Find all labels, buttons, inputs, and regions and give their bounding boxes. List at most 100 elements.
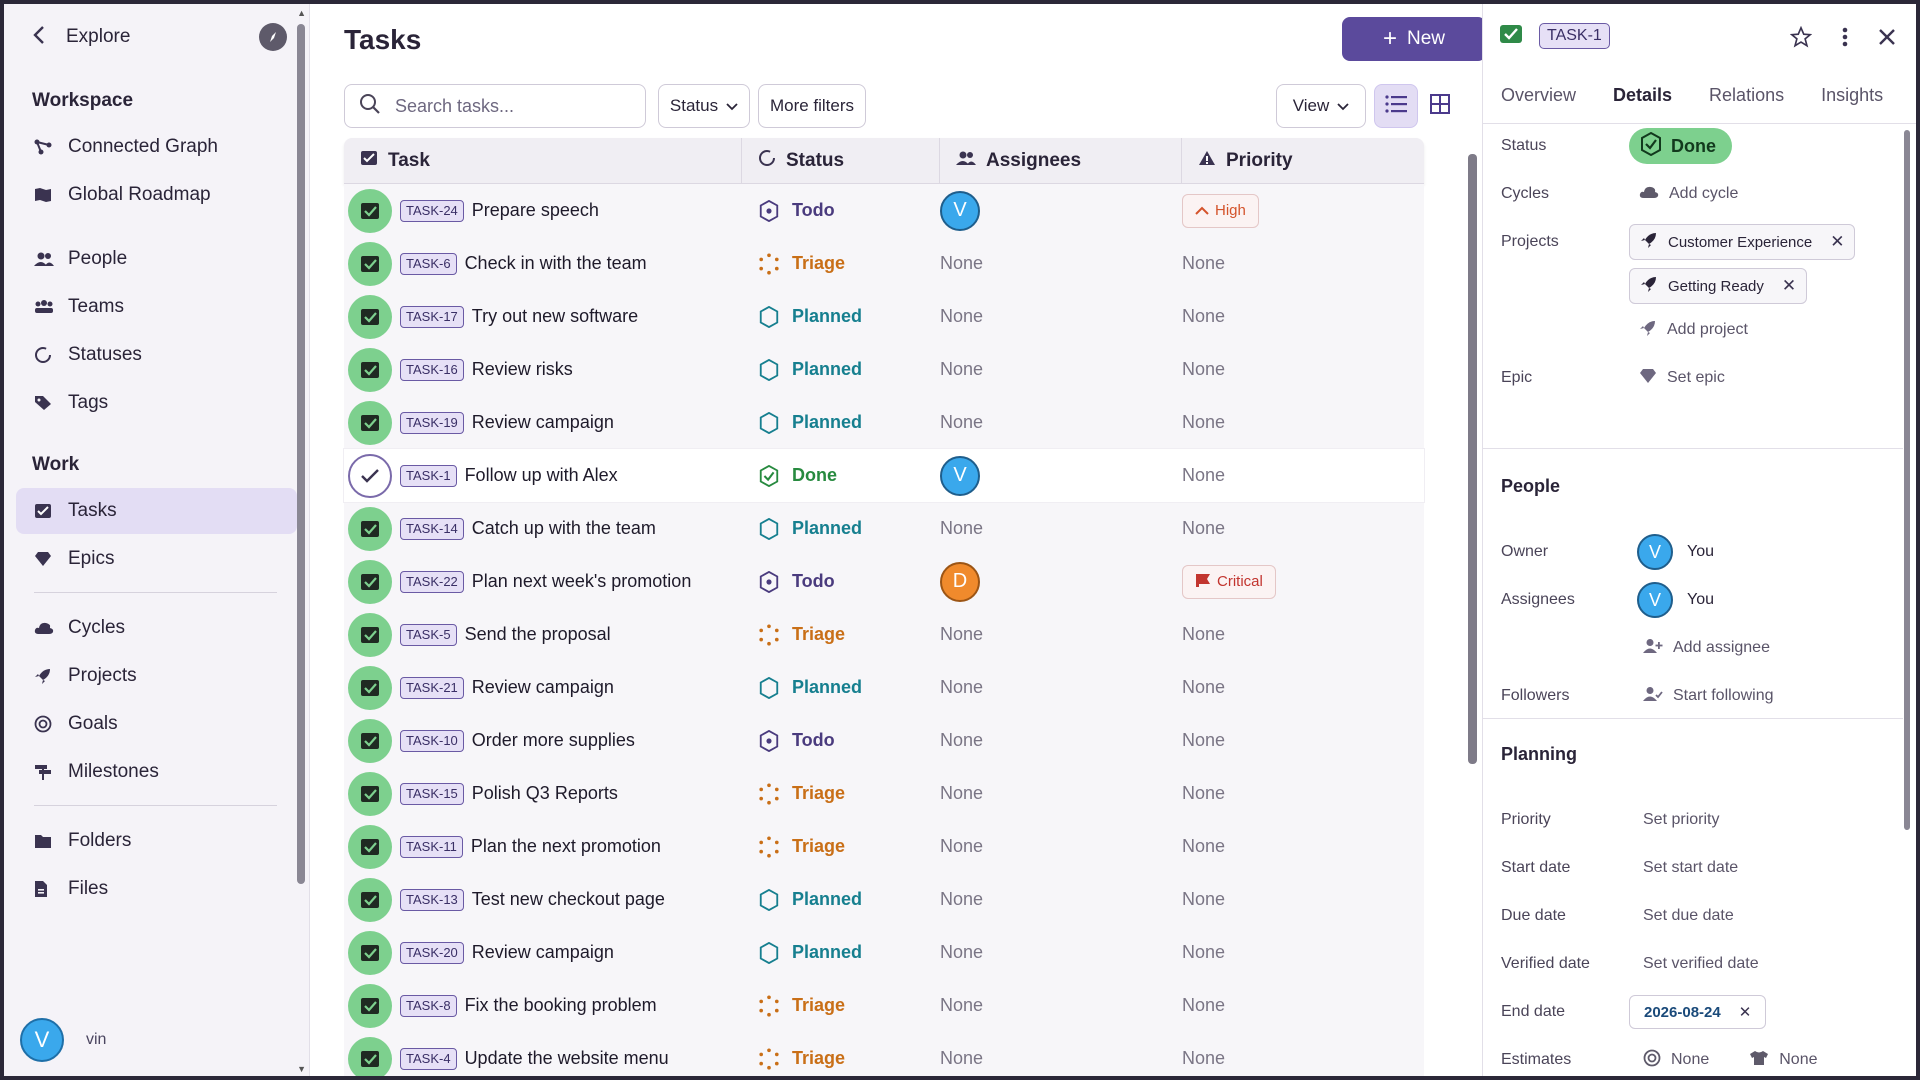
task-name[interactable]: Send the proposal (464, 624, 611, 644)
priority-cell[interactable]: None (1182, 343, 1424, 396)
priority-cell[interactable]: None (1182, 926, 1424, 979)
task-icon[interactable] (348, 347, 392, 392)
remove-icon[interactable]: ✕ (1781, 276, 1797, 295)
assignee-cell[interactable]: V (940, 449, 1182, 502)
status-cell[interactable]: Triage (742, 237, 940, 290)
task-icon[interactable] (348, 983, 392, 1028)
task-name[interactable]: Plan next week's promotion (471, 571, 692, 591)
task-name[interactable]: Order more supplies (471, 730, 635, 750)
assignee-cell[interactable]: None (940, 1032, 1182, 1076)
table-row[interactable]: TASK-15 Polish Q3 Reports Triage None None (344, 767, 1424, 820)
remove-icon[interactable]: ✕ (1738, 1004, 1752, 1021)
table-row[interactable]: TASK-5 Send the proposal Triage None None (344, 608, 1424, 661)
set-priority-button[interactable]: Set priority (1643, 811, 1720, 828)
status-cell[interactable]: Done (742, 449, 940, 502)
priority-cell[interactable]: Critical (1182, 555, 1424, 608)
priority-cell[interactable]: None (1182, 767, 1424, 820)
project-chip[interactable]: Customer Experience ✕ (1629, 224, 1856, 260)
tab-relations[interactable]: Relations (1709, 85, 1785, 105)
task-icon[interactable] (348, 241, 392, 286)
add-cycle-button[interactable]: Add cycle (1629, 185, 1738, 204)
task-name[interactable]: Polish Q3 Reports (471, 783, 618, 803)
task-name[interactable]: Prepare speech (471, 200, 599, 220)
assignee-cell[interactable]: None (940, 608, 1182, 661)
owner-value[interactable]: V You (1629, 534, 1714, 570)
task-name[interactable]: Fix the booking problem (464, 995, 657, 1015)
task-name[interactable]: Follow up with Alex (464, 465, 618, 485)
table-row[interactable]: TASK-21 Review campaign Planned None None (344, 661, 1424, 714)
add-assignee-button[interactable]: Add assignee (1629, 638, 1770, 659)
status-cell[interactable]: Triage (742, 979, 940, 1032)
priority-cell[interactable]: None (1182, 502, 1424, 555)
task-icon[interactable] (348, 612, 392, 657)
status-cell[interactable]: Todo (742, 184, 940, 237)
table-row[interactable]: TASK-13 Test new checkout page Planned None… (344, 873, 1424, 926)
set-epic-button[interactable]: Set epic (1629, 368, 1725, 389)
priority-cell[interactable]: None (1182, 449, 1424, 502)
status-cell[interactable]: Triage (742, 1032, 940, 1076)
sidebar-item-epics[interactable]: Epics (16, 536, 297, 582)
table-row[interactable]: TASK-11 Plan the next promotion Triage None… (344, 820, 1424, 873)
new-task-button[interactable]: + New (1342, 17, 1486, 61)
assignee-cell[interactable]: None (940, 820, 1182, 873)
tab-details[interactable]: Details (1613, 85, 1673, 105)
priority-cell[interactable]: None (1182, 820, 1424, 873)
task-name[interactable]: Plan the next promotion (470, 836, 661, 856)
priority-cell[interactable]: None (1182, 714, 1424, 767)
table-row[interactable]: TASK-22 Plan next week's promotion Todo D Cr… (344, 555, 1424, 608)
task-name[interactable]: Try out new software (471, 306, 639, 326)
task-icon[interactable] (348, 824, 392, 869)
estimate-size[interactable]: None (1709, 1050, 1818, 1071)
status-cell[interactable]: Planned (742, 661, 940, 714)
detail-scrollbar[interactable] (1904, 130, 1910, 830)
status-cell[interactable]: Planned (742, 926, 940, 979)
table-row[interactable]: TASK-24 Prepare speech Todo V High (344, 184, 1424, 237)
assignee-cell[interactable]: V (940, 184, 1182, 237)
table-row[interactable]: TASK-16 Review risks Planned None None (344, 343, 1424, 396)
priority-cell[interactable]: None (1182, 1032, 1424, 1076)
status-cell[interactable]: Triage (742, 608, 940, 661)
back-arrow-icon[interactable] (32, 24, 66, 50)
task-name[interactable]: Update the website menu (464, 1048, 669, 1068)
task-icon[interactable] (348, 506, 392, 551)
task-name[interactable]: Review campaign (471, 942, 614, 962)
task-icon[interactable] (348, 665, 392, 710)
column-header-task[interactable]: Task (344, 137, 742, 184)
assignee-cell[interactable]: None (940, 237, 1182, 290)
set-start-date-button[interactable]: Set start date (1643, 859, 1739, 876)
tab-insights[interactable]: Insights (1821, 85, 1884, 105)
task-icon[interactable] (348, 400, 392, 445)
sidebar-item-files[interactable]: Files (16, 866, 297, 912)
assignee-cell[interactable]: D (940, 555, 1182, 608)
explore-link[interactable]: Explore (66, 26, 131, 47)
view-button[interactable]: View (1276, 84, 1366, 128)
sidebar-item-connected-graph[interactable]: Connected Graph (16, 124, 297, 170)
assignee-cell[interactable]: None (940, 926, 1182, 979)
sidebar-item-goals[interactable]: Goals (16, 701, 297, 747)
task-icon[interactable] (348, 294, 392, 339)
status-cell[interactable]: Planned (742, 873, 940, 926)
priority-cell[interactable]: High (1182, 184, 1424, 237)
status-cell[interactable]: Todo (742, 555, 940, 608)
set-verified-date-button[interactable]: Set verified date (1643, 955, 1759, 972)
status-filter-button[interactable]: Status (658, 84, 750, 128)
table-row[interactable]: TASK-8 Fix the booking problem Triage None N… (344, 979, 1424, 1032)
task-name[interactable]: Catch up with the team (471, 518, 656, 538)
more-vertical-icon[interactable] (1842, 27, 1848, 52)
column-header-priority[interactable]: Priority (1182, 138, 1424, 184)
table-row[interactable]: TASK-1 Follow up with Alex Done V None (344, 449, 1424, 502)
search-box[interactable] (344, 84, 646, 128)
assignee-value[interactable]: V You (1629, 582, 1714, 618)
task-icon[interactable] (348, 1036, 392, 1076)
add-project-button[interactable]: Add project (1629, 319, 1748, 342)
sidebar-item-cycles[interactable]: Cycles (16, 605, 297, 651)
status-cell[interactable]: Todo (742, 714, 940, 767)
scroll-down-arrow-icon[interactable]: ▼ (297, 1064, 306, 1074)
sidebar-item-global-roadmap[interactable]: Global Roadmap (16, 172, 297, 218)
status-done-chip[interactable]: Done (1629, 128, 1732, 164)
task-icon[interactable] (348, 188, 392, 233)
sidebar-item-milestones[interactable]: Milestones (16, 749, 297, 795)
table-row[interactable]: TASK-6 Check in with the team Triage None No… (344, 237, 1424, 290)
table-row[interactable]: TASK-14 Catch up with the team Planned None… (344, 502, 1424, 555)
assignee-cell[interactable]: None (940, 396, 1182, 449)
